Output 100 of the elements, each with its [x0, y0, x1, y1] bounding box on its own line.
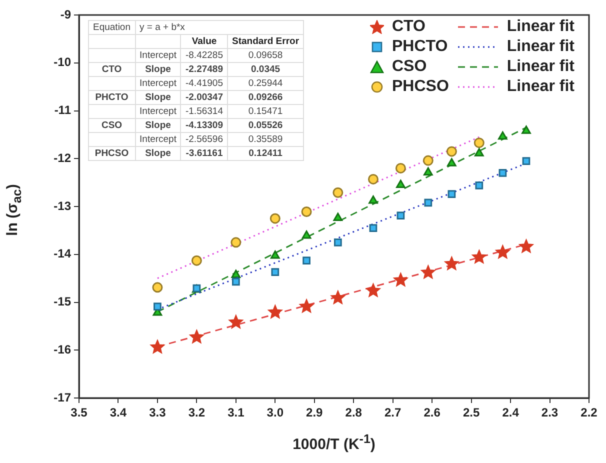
legend-label: Linear fit — [506, 18, 574, 36]
point — [395, 162, 406, 174]
point — [396, 212, 405, 220]
annotation: -4.13309 — [180, 118, 228, 132]
annotation: -2.00347 — [180, 90, 228, 104]
point — [474, 138, 484, 148]
x-tick-label: 3.1 — [228, 406, 245, 420]
annotation: 0.25944 — [228, 76, 304, 90]
point — [232, 278, 240, 286]
x-tick-label: 2.5 — [462, 406, 480, 420]
point — [270, 213, 280, 224]
point — [424, 198, 432, 207]
point — [446, 146, 457, 157]
x-tick-label: 2.8 — [345, 406, 362, 420]
annotation: -8.42285 — [180, 48, 228, 62]
x-tick-label: 2.2 — [580, 406, 598, 420]
x-tick-label: 3.4 — [110, 406, 127, 420]
point — [522, 126, 531, 134]
point — [154, 302, 162, 310]
y-tick-label: -10 — [54, 55, 72, 70]
point — [231, 270, 241, 278]
annotation: 0.12411 — [228, 146, 304, 160]
annotation: Standard Error — [228, 34, 304, 48]
annotation: -2.56596 — [180, 132, 228, 146]
point — [301, 206, 312, 218]
point — [474, 148, 484, 156]
point — [424, 167, 433, 176]
point — [271, 268, 280, 276]
annotation: PHCTO — [88, 90, 136, 104]
point — [368, 196, 378, 204]
point — [228, 314, 244, 329]
point — [302, 230, 312, 239]
point — [191, 255, 202, 266]
legend-label: CSO — [392, 58, 428, 76]
point — [332, 187, 344, 198]
annotation: Slope — [135, 90, 181, 104]
point — [152, 282, 163, 293]
y-tick-label: -13 — [54, 198, 72, 213]
point — [150, 340, 165, 354]
y-tick-label: -12 — [54, 150, 72, 165]
annotation: -4.41905 — [180, 76, 228, 90]
point — [422, 155, 434, 166]
y-tick-label: -17 — [54, 390, 72, 404]
legend-label: CTO — [392, 18, 426, 36]
point — [498, 131, 508, 140]
point — [190, 330, 204, 344]
legend-label: PHCTO — [392, 38, 449, 56]
legend-label: PHCSO — [392, 78, 449, 96]
x-tick-label: 2.3 — [541, 406, 558, 420]
annotation: Intercept — [135, 76, 181, 90]
x-tick-label: 3.3 — [149, 406, 166, 420]
point — [334, 238, 342, 246]
point — [475, 182, 484, 190]
annotation: Equation — [88, 20, 136, 34]
annotation: PHCSO — [88, 146, 136, 160]
y-tick-label: -9 — [60, 7, 72, 22]
x-tick-label: 3.0 — [266, 406, 284, 420]
point — [302, 256, 310, 265]
annotation: 0.05526 — [228, 118, 304, 132]
point — [472, 250, 486, 264]
annotation: 0.09266 — [228, 90, 304, 104]
point — [268, 304, 282, 318]
legend-label: Linear fit — [506, 58, 574, 76]
point — [522, 157, 530, 165]
point — [230, 237, 242, 248]
annotation: Slope — [135, 118, 181, 132]
point — [369, 224, 378, 232]
x-tick-label: 2.6 — [424, 406, 441, 420]
legend-label: Linear fit — [506, 38, 574, 56]
x-tick-label: 2.4 — [502, 406, 520, 420]
annotation: CSO — [88, 118, 136, 132]
annotation: Slope — [135, 62, 181, 76]
point — [519, 239, 534, 253]
point — [448, 190, 456, 198]
legend-label: Linear fit — [506, 78, 574, 96]
y-tick-label: -15 — [54, 294, 72, 309]
x-tick-label: 3.5 — [70, 406, 88, 420]
x-tick-label: 2.7 — [384, 406, 402, 420]
point — [270, 250, 280, 259]
annotation: 0.0345 — [228, 62, 304, 76]
y-tick-label: -11 — [54, 103, 72, 118]
point — [330, 290, 346, 304]
annotation: y = a + b*x — [135, 20, 304, 34]
annotation: -2.27489 — [180, 62, 228, 76]
annotation: 0.15471 — [228, 104, 304, 118]
point — [394, 272, 408, 286]
x-tick-label: 2.9 — [306, 406, 324, 420]
y-tick-label: -16 — [54, 342, 72, 356]
point — [444, 256, 459, 270]
annotation: -1.56314 — [180, 104, 228, 118]
x-axis-title: 1000/T (K$^{-1}$) — [292, 432, 376, 453]
point — [299, 299, 314, 313]
point — [496, 244, 510, 259]
point — [447, 158, 456, 166]
annotation: Value — [180, 34, 228, 48]
annotation: Slope — [135, 146, 181, 160]
annotation: 0.09658 — [228, 48, 304, 62]
x-tick-label: 3.2 — [188, 406, 206, 420]
point — [498, 169, 507, 177]
annotation: 0.35589 — [228, 132, 304, 146]
